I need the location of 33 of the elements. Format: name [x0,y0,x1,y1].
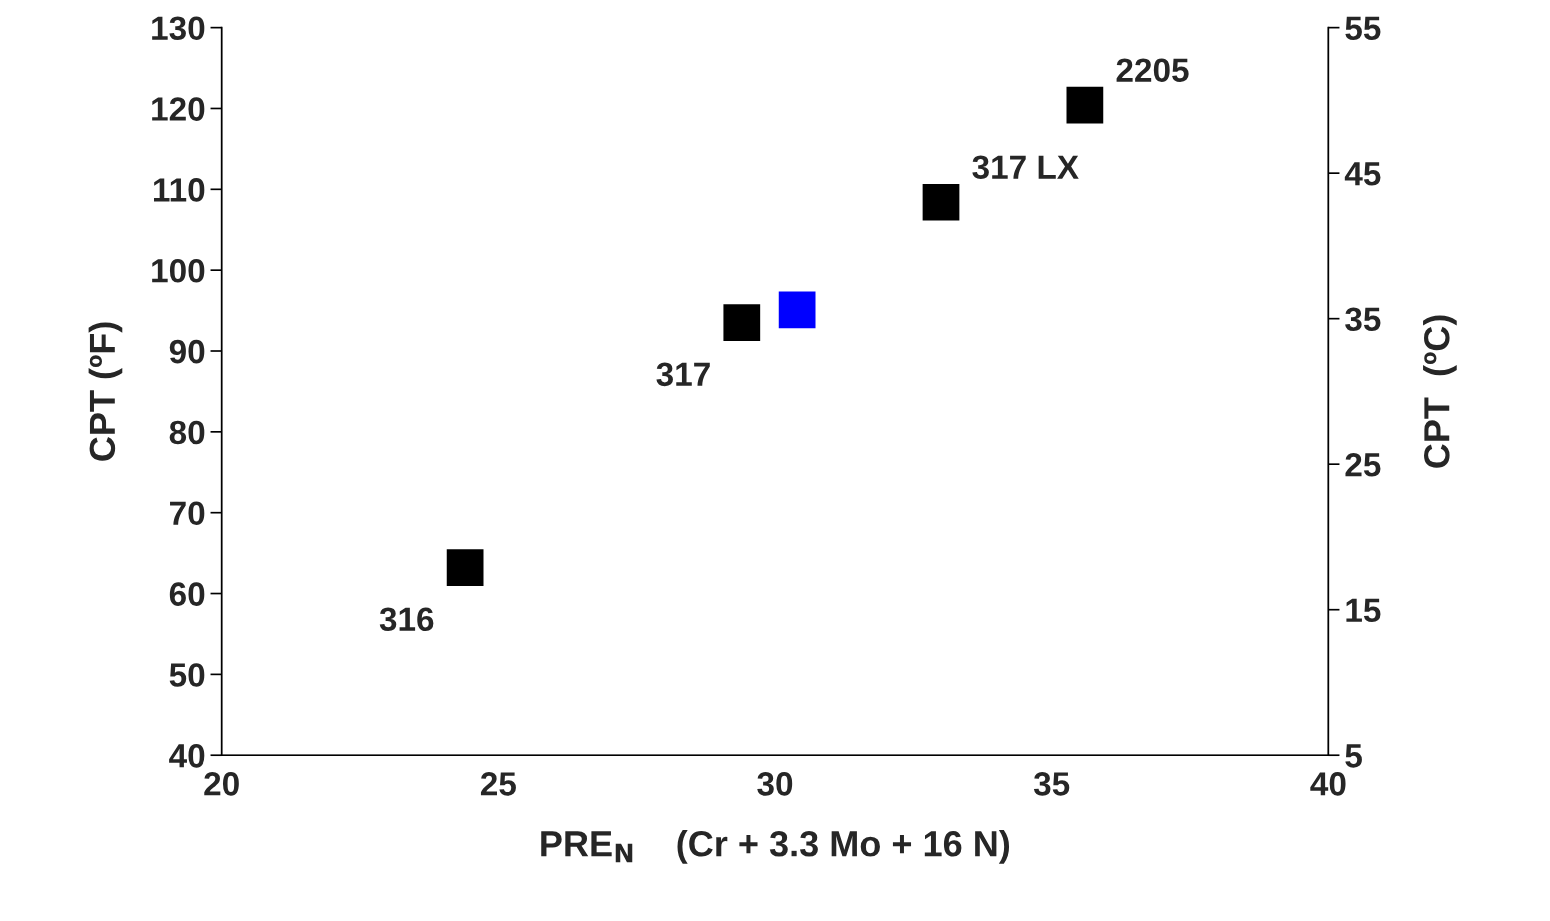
y-tick-label: 40 [169,744,205,768]
y2-tick-label: 5 [1345,744,1362,768]
point [446,549,484,587]
annotation: 317 [656,362,710,387]
y-tick-label: 80 [169,420,205,445]
y-tick-label: 60 [169,582,205,606]
y2-axis-title: CPT (ºC) [1423,315,1457,468]
y2-tick-label: 25 [1345,452,1381,477]
y2-tick-label: 15 [1346,598,1381,623]
x-tick-label: 35 [1033,772,1070,796]
y-tick-label: 110 [154,178,205,202]
annotation: 317 LX [972,155,1079,180]
x-tick-label: 40 [1310,772,1346,796]
annotation: 2205 [1116,58,1189,82]
y2-tick-label: 55 [1345,16,1381,41]
y2-tick-label: 45 [1344,162,1381,186]
y-tick-label: 130 [152,16,205,41]
point [778,291,816,329]
y-tick-label: 70 [170,501,205,526]
y-axis-title: CPT (ºF) [88,322,123,461]
x-tick-label: 30 [757,772,793,796]
y2-tick-label: 35 [1345,307,1381,332]
y-tick-label: 90 [169,339,205,364]
annotation: 316 [379,607,434,632]
y-tick-label: 120 [152,97,205,121]
point [922,183,960,221]
y-tick-label: 100 [152,258,205,283]
y-tick-label: 50 [169,663,205,687]
x-tick-label: 20 [204,772,239,796]
point [1066,86,1104,124]
x-tick-label: 25 [480,772,516,796]
point [723,304,761,342]
text: PRE$_{N}$ (Cr + 3.3 Mo + 16 N) [541,830,1010,864]
